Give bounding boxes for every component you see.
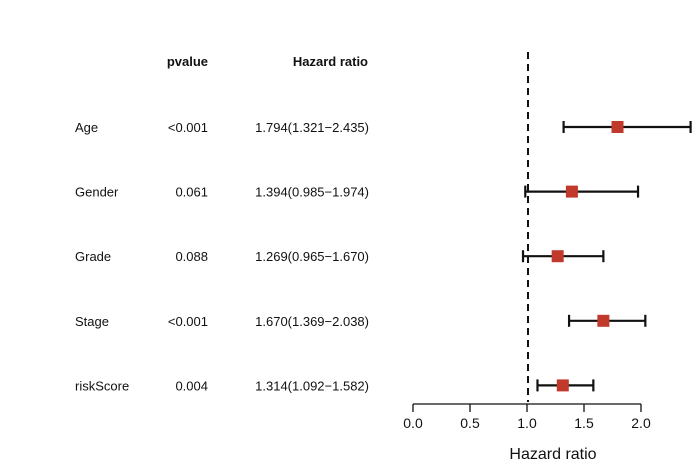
hazard-ratio-header: Hazard ratio <box>293 54 368 69</box>
pvalue-cell: <0.001 <box>168 120 208 135</box>
forest-rows: Age <0.001 1.794(1.321−2.435) Gender 0.061 1.… <box>75 120 692 393</box>
hazard-ratio-cell: 1.314(1.092−1.582) <box>255 378 369 393</box>
pvalue-cell: 0.061 <box>175 185 208 200</box>
pvalue-cell: 0.004 <box>175 378 208 393</box>
x-axis-ticks: 0.0 0.5 1.0 1.5 2.0 <box>403 404 651 431</box>
forest-row: Age <0.001 1.794(1.321−2.435) <box>75 120 692 135</box>
x-axis: 0.0 0.5 1.0 1.5 2.0 Hazard ratio <box>403 403 651 463</box>
hazard-ratio-cell: 1.269(0.965−1.670) <box>255 249 369 264</box>
pvalue-cell: 0.088 <box>175 249 208 264</box>
variable-label: riskScore <box>75 378 129 393</box>
x-axis-label: Hazard ratio <box>509 446 596 463</box>
hazard-ratio-cell: 1.394(0.985−1.974) <box>255 185 369 200</box>
variable-label: Age <box>75 120 98 135</box>
hazard-ratio-marker <box>556 379 569 392</box>
hazard-ratio-marker <box>565 185 578 198</box>
x-tick-label: 1.0 <box>517 415 537 431</box>
hazard-ratio-marker <box>611 121 624 133</box>
pvalue-cell: <0.001 <box>168 314 208 329</box>
x-tick-label: 2.0 <box>631 415 651 431</box>
x-tick-label: 1.5 <box>574 415 594 431</box>
variable-label: Stage <box>75 314 109 329</box>
forest-row: Stage <0.001 1.670(1.369−2.038) <box>75 314 647 329</box>
hazard-ratio-cell: 1.794(1.321−2.435) <box>255 120 369 135</box>
hazard-ratio-marker <box>551 250 564 263</box>
pvalue-header: pvalue <box>167 54 208 69</box>
hazard-ratio-cell: 1.670(1.369−2.038) <box>255 314 369 329</box>
forest-row: riskScore 0.004 1.314(1.092−1.582) <box>75 378 595 393</box>
variable-label: Gender <box>75 185 119 200</box>
variable-label: Grade <box>75 249 111 264</box>
forest-row: Grade 0.088 1.269(0.965−1.670) <box>75 249 605 264</box>
x-tick-label: 0.5 <box>460 415 480 431</box>
forest-row: Gender 0.061 1.394(0.985−1.974) <box>75 185 640 200</box>
hazard-ratio-marker <box>597 314 610 327</box>
x-tick-label: 0.0 <box>403 415 423 431</box>
